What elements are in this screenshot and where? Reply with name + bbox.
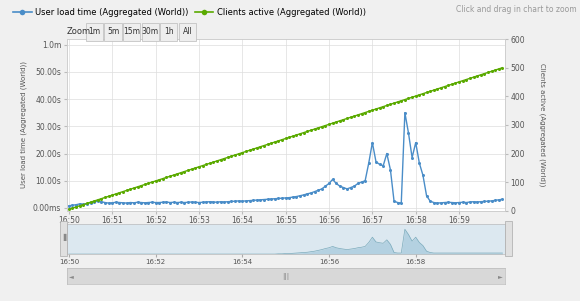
Text: Click and drag in chart to zoom: Click and drag in chart to zoom	[456, 5, 577, 14]
Text: All: All	[183, 27, 192, 36]
Text: ►: ►	[498, 274, 502, 279]
Text: Zoom: Zoom	[67, 27, 91, 36]
Text: 15m: 15m	[123, 27, 140, 36]
Text: 1m: 1m	[89, 27, 100, 36]
Text: ◄: ◄	[69, 274, 74, 279]
Text: 5m: 5m	[107, 27, 119, 36]
Text: ▐: ▐	[60, 234, 66, 241]
X-axis label: Time: Time	[274, 229, 297, 238]
Legend: User load time (Aggregated (World)), Clients active (Aggregated (World)): User load time (Aggregated (World)), Cli…	[10, 4, 369, 20]
Text: |||: |||	[282, 273, 289, 280]
Text: 30m: 30m	[142, 27, 159, 36]
Text: 1h: 1h	[164, 27, 173, 36]
Y-axis label: Clients active (Aggregated (World)): Clients active (Aggregated (World))	[539, 63, 545, 187]
Y-axis label: User load time (Aggregated (World)): User load time (Aggregated (World))	[21, 61, 27, 188]
